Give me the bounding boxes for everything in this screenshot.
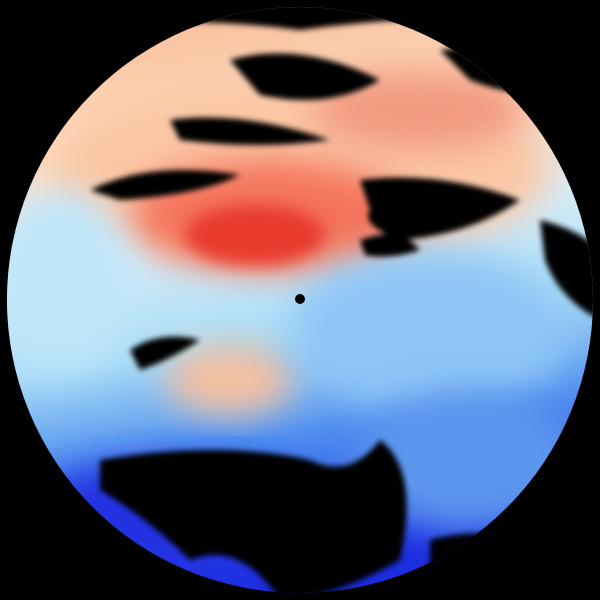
light-blue-west: [7, 190, 130, 370]
radar-site: [295, 294, 305, 304]
warm-patch: [310, 70, 530, 150]
red-core-inner: [185, 205, 325, 265]
cool-region: [290, 250, 570, 410]
warm-lobe: [165, 345, 295, 415]
